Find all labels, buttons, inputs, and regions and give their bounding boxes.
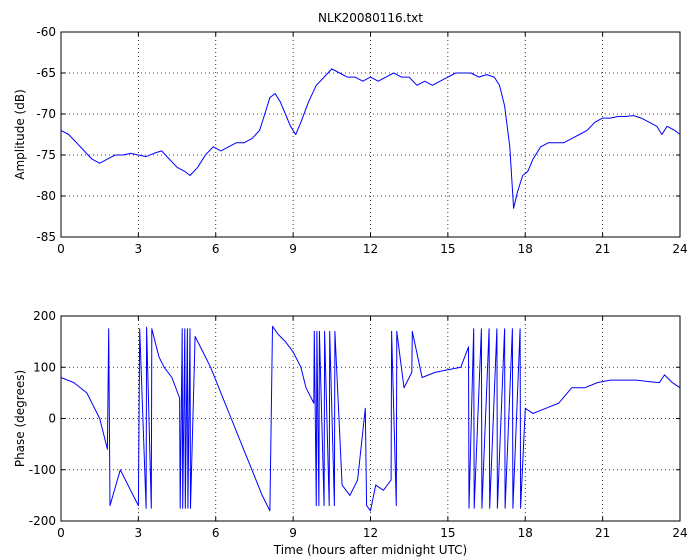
phase-ytick-label: 100: [33, 360, 56, 374]
phase-ytick-label: 0: [48, 412, 56, 426]
amplitude-xtick-label: 3: [135, 242, 143, 256]
amplitude-xtick-label: 21: [595, 242, 610, 256]
amplitude-series-line: [60, 68, 681, 209]
phase-ylabel: Phase (degrees): [13, 370, 27, 467]
amplitude-ylabel: Amplitude (dB): [13, 89, 27, 180]
amplitude-xtick-label: 15: [440, 242, 455, 256]
phase-xtick-label: 15: [440, 526, 455, 540]
phase-xtick-label: 0: [57, 526, 65, 540]
phase-xtick-label: 3: [135, 526, 143, 540]
phase-xtick-label: 6: [212, 526, 220, 540]
phase-xtick-label: 9: [289, 526, 297, 540]
phase-xtick-label: 21: [595, 526, 610, 540]
amplitude-ytick-label: -65: [36, 66, 56, 80]
amplitude-axes-box: [60, 31, 681, 238]
chart-title: NLK20080116.txt: [318, 11, 423, 25]
amplitude-xtick-label: 6: [212, 242, 220, 256]
amplitude-ytick-label: -60: [36, 25, 56, 39]
phase-xtick-label: 24: [672, 526, 687, 540]
amplitude-ytick-label: -85: [36, 230, 56, 244]
amplitude-xtick-label: 9: [289, 242, 297, 256]
amplitude-ytick-label: -75: [36, 148, 56, 162]
amplitude-ytick-label: -80: [36, 189, 56, 203]
amplitude-ytick-label: -70: [36, 107, 56, 121]
phase-xtick-label: 18: [518, 526, 533, 540]
phase-panel: 0 3 6 9 12 15 18 21 24 -200 -100 0 100 200 Time (hours…: [13, 309, 688, 557]
phase-ytick-label: -100: [29, 463, 56, 477]
amplitude-xtick-label: 24: [672, 242, 687, 256]
amplitude-xtick-label: 12: [363, 242, 378, 256]
phase-series-line: [60, 325, 681, 512]
phase-ytick-label: -200: [29, 514, 56, 528]
phase-xtick-label: 12: [363, 526, 378, 540]
amplitude-xtick-label: 0: [57, 242, 65, 256]
amplitude-panel: 0 3 6 9 12 15 18 21 24 -85 -80 -75 -70 -65 -60 NLK20080…: [13, 11, 688, 256]
amplitude-xtick-label: 18: [518, 242, 533, 256]
phase-ytick-label: 200: [33, 309, 56, 323]
phase-xlabel: Time (hours after midnight UTC): [273, 543, 467, 557]
